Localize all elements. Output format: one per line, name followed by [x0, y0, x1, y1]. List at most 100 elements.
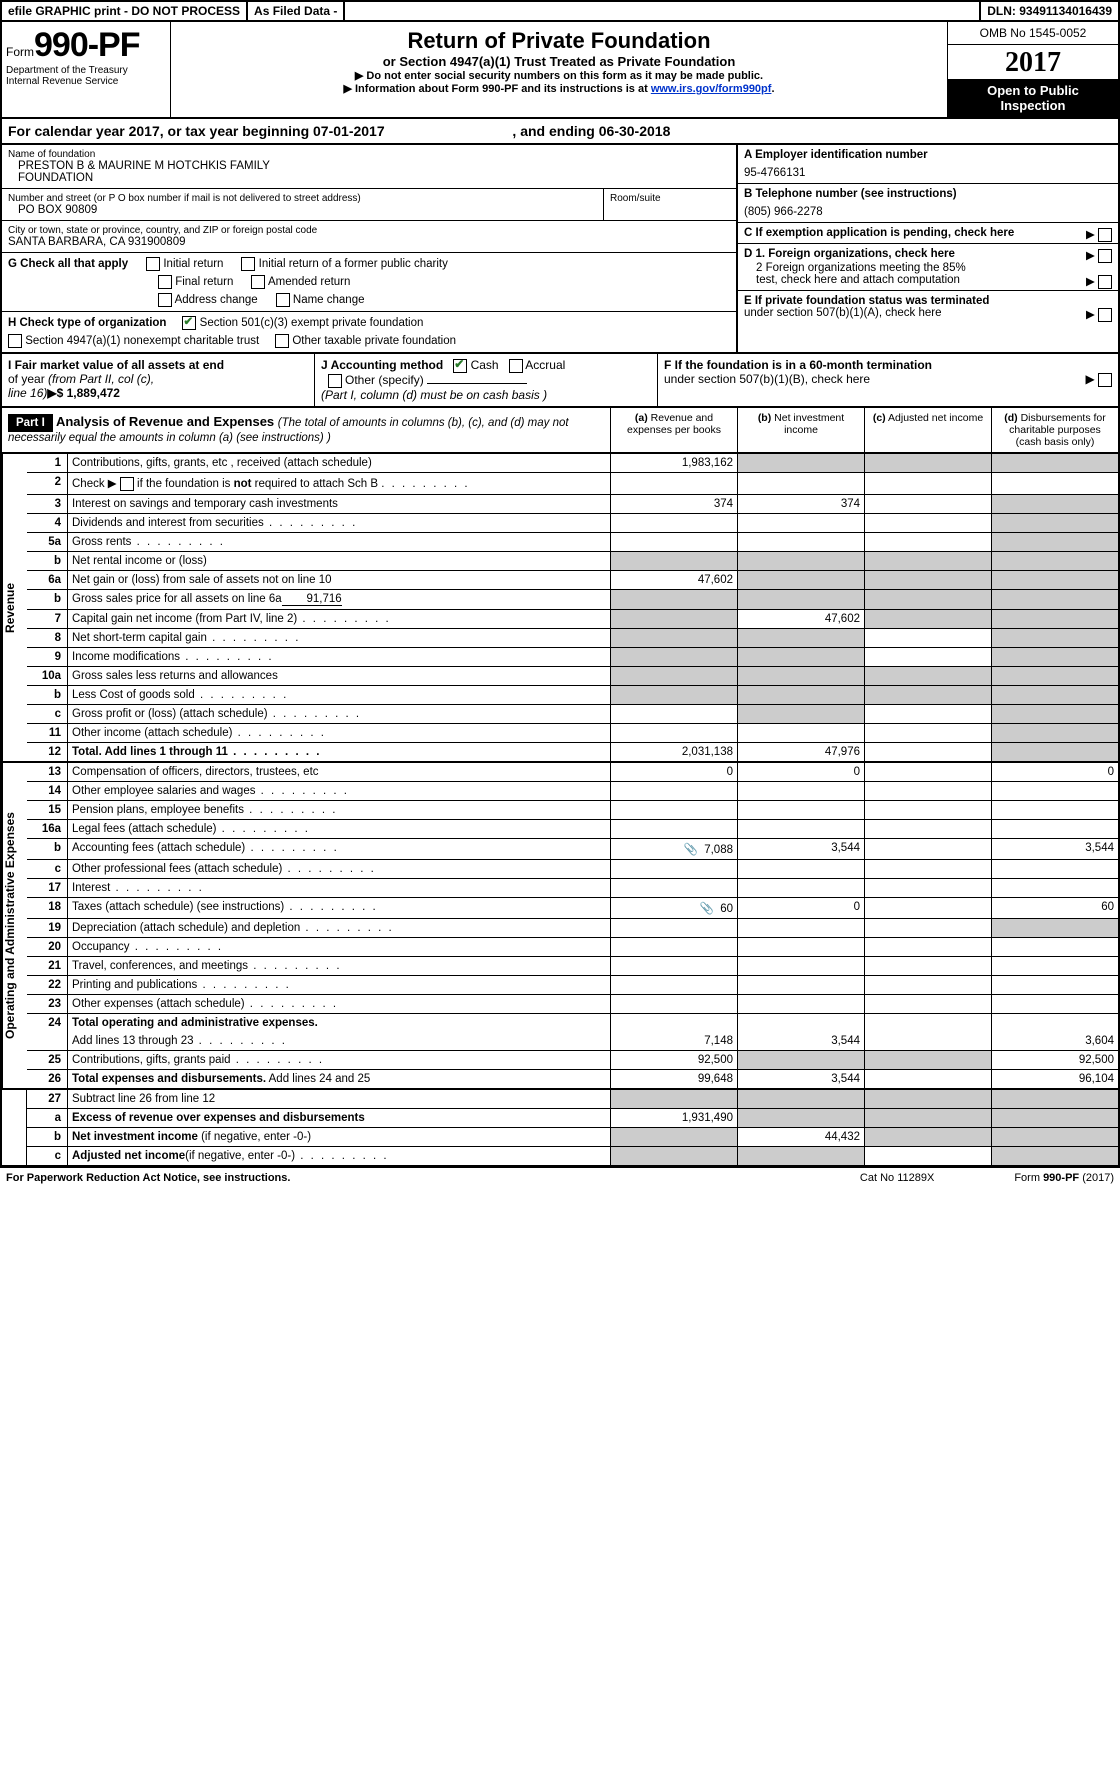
- e1: E If private foundation status was termi…: [744, 295, 989, 307]
- j-note: (Part I, column (d) must be on cash basi…: [321, 388, 547, 402]
- paperwork-notice: For Paperwork Reduction Act Notice, see …: [6, 1172, 290, 1184]
- lbl-cash: Cash: [471, 358, 499, 372]
- dept-treasury: Department of the Treasury: [6, 65, 166, 76]
- cb-accrual[interactable]: [509, 359, 523, 373]
- line-26: 26Total expenses and disbursements. Add …: [27, 1069, 1118, 1088]
- lbl-4947: Section 4947(a)(1) nonexempt charitable …: [25, 335, 259, 347]
- lbl-amended: Amended return: [268, 276, 350, 288]
- line-3: 3Interest on savings and temporary cash …: [27, 494, 1118, 513]
- line-6a: 6aNet gain or (loss) from sale of assets…: [27, 570, 1118, 589]
- d1: D 1. Foreign organizations, check here: [744, 248, 955, 260]
- cb-d2[interactable]: [1098, 275, 1112, 289]
- lbl-accrual: Accrual: [525, 358, 565, 372]
- cb-other-method[interactable]: [328, 374, 342, 388]
- lbl-namechg: Name change: [293, 294, 365, 306]
- ein: 95-4766131: [744, 167, 1112, 179]
- line-14: 14Other employee salaries and wages: [27, 781, 1118, 800]
- expenses-side-label: Operating and Administrative Expenses: [2, 763, 27, 1088]
- line-21: 21Travel, conferences, and meetings: [27, 956, 1118, 975]
- lbl-othermethod: Other (specify): [345, 373, 424, 387]
- line-9: 9Income modifications: [27, 647, 1118, 666]
- city-label: City or town, state or province, country…: [8, 225, 730, 236]
- irs-link[interactable]: www.irs.gov/form990pf: [651, 83, 772, 95]
- cb-f[interactable]: [1098, 373, 1112, 387]
- line-24: Add lines 13 through 237,1483,5443,604: [27, 1032, 1118, 1051]
- line-2: 2Check ▶ if the foundation is not requir…: [27, 472, 1118, 494]
- cb-other-taxable[interactable]: [275, 334, 289, 348]
- top-bar: efile GRAPHIC print - DO NOT PROCESS As …: [0, 0, 1120, 22]
- phone-label: B Telephone number (see instructions): [744, 188, 1112, 200]
- line-27b: bNet investment income (if negative, ent…: [27, 1127, 1118, 1146]
- part1-header: Part I Analysis of Revenue and Expenses …: [0, 408, 1120, 454]
- irs-label: Internal Revenue Service: [6, 76, 166, 87]
- i-label3: line 16): [8, 386, 47, 400]
- line-10c: cGross profit or (loss) (attach schedule…: [27, 704, 1118, 723]
- revenue-section: Revenue 1Contributions, gifts, grants, e…: [0, 454, 1120, 763]
- val-6b: 91,716: [282, 593, 342, 606]
- attach-icon[interactable]: 📎: [699, 903, 713, 915]
- line-15: 15Pension plans, employee benefits: [27, 800, 1118, 819]
- cb-c[interactable]: [1098, 228, 1112, 242]
- form-title: Return of Private Foundation: [177, 28, 941, 54]
- lbl-othertax: Other taxable private foundation: [292, 335, 456, 347]
- expenses-section: Operating and Administrative Expenses 13…: [0, 763, 1120, 1090]
- i-label2: of year: [8, 372, 48, 386]
- i-ital: (from Part II, col (c),: [48, 372, 154, 386]
- street-label: Number and street (or P O box number if …: [8, 193, 597, 204]
- lbl-addrchg: Address change: [175, 294, 258, 306]
- f1: F If the foundation is in a 60-month ter…: [664, 358, 932, 372]
- form-subtitle: or Section 4947(a)(1) Trust Treated as P…: [177, 54, 941, 69]
- line-23: 23Other expenses (attach schedule): [27, 994, 1118, 1013]
- cb-4947a1[interactable]: [8, 334, 22, 348]
- dln: DLN: 93491134016439: [979, 2, 1118, 20]
- lbl-former: Initial return of a former public charit…: [259, 258, 448, 270]
- cal-begin: For calendar year 2017, or tax year begi…: [8, 123, 385, 139]
- line-12: 12Total. Add lines 1 through 112,031,138…: [27, 742, 1118, 761]
- d2b: test, check here and attach computation: [756, 274, 960, 286]
- line-19: 19Depreciation (attach schedule) and dep…: [27, 918, 1118, 937]
- line-27: 27Subtract line 26 from line 12: [27, 1090, 1118, 1109]
- ijf-row: I Fair market value of all assets at end…: [0, 354, 1120, 408]
- line-6b: bGross sales price for all assets on lin…: [27, 589, 1118, 609]
- cb-cash[interactable]: [453, 359, 467, 373]
- fmv-value: ▶$ 1,889,472: [47, 386, 120, 400]
- cb-501c3[interactable]: [182, 316, 196, 330]
- open-public: Open to PublicInspection: [948, 79, 1118, 117]
- line-7: 7Capital gain net income (from Part IV, …: [27, 609, 1118, 628]
- part1-title: Analysis of Revenue and Expenses: [56, 414, 278, 429]
- ein-label: A Employer identification number: [744, 149, 1112, 161]
- cb-final[interactable]: [158, 275, 172, 289]
- cb-name-change[interactable]: [276, 293, 290, 307]
- phone: (805) 966-2278: [744, 206, 1112, 218]
- cb-schb[interactable]: [120, 477, 134, 491]
- cat-no: Cat No 11289X: [860, 1172, 934, 1184]
- cal-end: , and ending 06-30-2018: [512, 123, 670, 139]
- line-16b: bAccounting fees (attach schedule)📎 7,08…: [27, 838, 1118, 859]
- line-8: 8Net short-term capital gain: [27, 628, 1118, 647]
- line-13: 13Compensation of officers, directors, t…: [27, 763, 1118, 782]
- cb-former-charity[interactable]: [241, 257, 255, 271]
- cb-initial-return[interactable]: [146, 257, 160, 271]
- line-25: 25Contributions, gifts, grants paid92,50…: [27, 1050, 1118, 1069]
- i-label1: I Fair market value of all assets at end: [8, 358, 224, 372]
- entity-info: Name of foundation PRESTON B & MAURINE M…: [0, 145, 1120, 354]
- cb-d1[interactable]: [1098, 249, 1112, 263]
- f2: under section 507(b)(1)(B), check here: [664, 372, 870, 386]
- line-5a: 5aGross rents: [27, 532, 1118, 551]
- room-label: Room/suite: [610, 193, 730, 204]
- line-4: 4Dividends and interest from securities: [27, 513, 1118, 532]
- revenue-side-label: Revenue: [2, 454, 27, 761]
- col-a-hdr: (a) Revenue and expenses per books: [610, 408, 737, 452]
- lbl-501c3: Section 501(c)(3) exempt private foundat…: [200, 317, 424, 329]
- form-header: Form990-PF Department of the Treasury In…: [0, 22, 1120, 119]
- cb-address-change[interactable]: [158, 293, 172, 307]
- g-label: G Check all that apply: [8, 258, 128, 270]
- cb-amended[interactable]: [251, 275, 265, 289]
- lbl-initial: Initial return: [163, 258, 223, 270]
- instructions-line: ▶ Information about Form 990-PF and its …: [177, 82, 941, 95]
- cb-e[interactable]: [1098, 308, 1112, 322]
- attach-icon[interactable]: 📎: [684, 844, 698, 856]
- line-10b: bLess Cost of goods sold: [27, 685, 1118, 704]
- col-c-hdr: (c) Adjusted net income: [864, 408, 991, 452]
- name-label: Name of foundation: [8, 149, 730, 160]
